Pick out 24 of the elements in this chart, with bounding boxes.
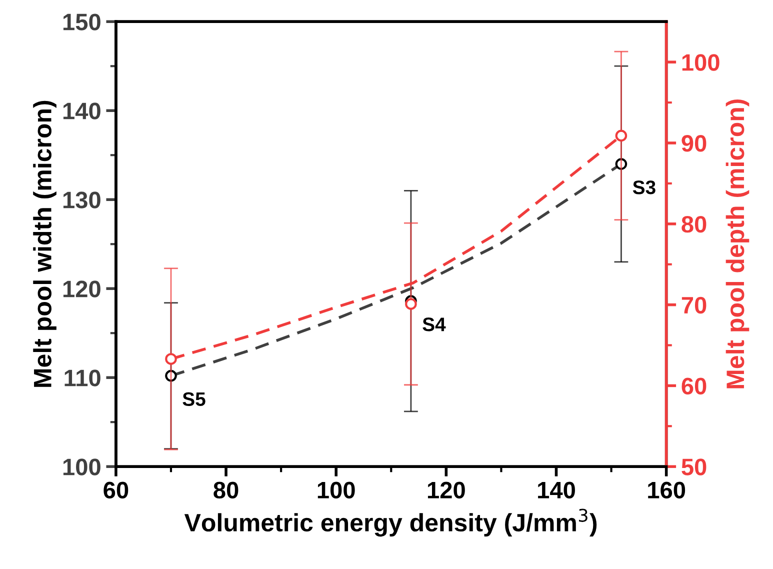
y2-tick-label: 60 (682, 378, 706, 394)
y-tick-label: 150 (63, 14, 100, 30)
x-tick-label: 80 (214, 482, 238, 499)
x-axis-title: Volumetric energy density (J/mm$^{3}$) (184, 508, 597, 537)
x-tick-label: 140 (538, 482, 575, 499)
y2-tick-label: 100 (682, 54, 720, 71)
y-tick-label: 130 (63, 192, 100, 208)
y-tick-label: 110 (64, 370, 100, 386)
y2-tick-label: 80 (682, 216, 706, 233)
y-axis-title: Melt pool width (micron) (33, 100, 56, 387)
y-tick-label: 100 (63, 458, 100, 476)
y2-axis-title: Melt pool depth (micron) (726, 100, 750, 388)
y2-tick-label: 90 (682, 135, 706, 152)
annotation: S3 (632, 180, 656, 194)
x-tick-label: 60 (104, 482, 128, 499)
y-tick-label: 120 (63, 280, 100, 298)
y2-tick-label: 70 (682, 296, 706, 314)
x-tick-label: 120 (428, 482, 465, 499)
y2-tick-label: 50 (682, 458, 706, 476)
annotation: S4 (422, 318, 446, 332)
annotation: S5 (182, 392, 206, 406)
y-tick-label: 140 (63, 102, 100, 120)
x-tick-label: 160 (648, 482, 686, 499)
x-tick-label: 100 (318, 482, 355, 499)
